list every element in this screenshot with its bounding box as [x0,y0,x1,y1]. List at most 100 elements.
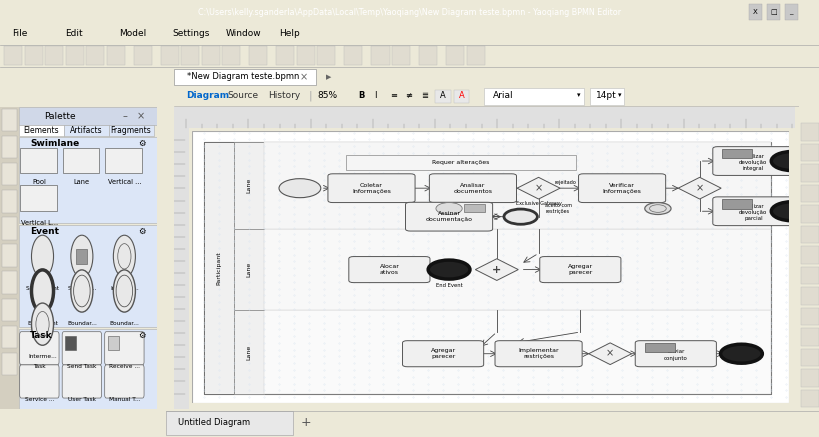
Polygon shape [517,177,559,199]
FancyBboxPatch shape [174,128,189,409]
Circle shape [278,179,320,198]
FancyBboxPatch shape [317,46,335,66]
Polygon shape [588,343,631,364]
Text: +: + [301,416,311,429]
Text: Arial: Arial [492,91,513,100]
Text: Task: Task [33,364,46,369]
Text: Analisar
documentos: Analisar documentos [453,183,492,194]
Text: Vertical L...: Vertical L... [20,220,58,226]
Text: End Event: End Event [435,283,462,288]
Text: End Event: End Event [28,321,57,326]
Text: *New Diagram teste.bpmn: *New Diagram teste.bpmn [187,73,299,81]
FancyBboxPatch shape [201,46,219,66]
Text: ≢: ≢ [405,91,412,100]
FancyBboxPatch shape [348,257,429,283]
FancyBboxPatch shape [105,332,144,365]
FancyBboxPatch shape [799,349,818,366]
FancyBboxPatch shape [66,46,84,66]
Text: Boundar...: Boundar... [109,321,139,326]
FancyBboxPatch shape [578,174,665,203]
FancyBboxPatch shape [419,46,437,66]
FancyBboxPatch shape [161,46,179,66]
Text: ×: × [695,183,703,193]
FancyBboxPatch shape [405,202,492,231]
Text: Swimlane: Swimlane [29,139,79,148]
FancyBboxPatch shape [192,131,788,402]
Text: Vertical ...: Vertical ... [107,180,141,185]
FancyBboxPatch shape [106,148,142,173]
FancyBboxPatch shape [2,136,17,158]
FancyBboxPatch shape [249,46,267,66]
FancyBboxPatch shape [799,308,818,325]
FancyBboxPatch shape [264,142,771,229]
Text: Lane: Lane [74,180,90,185]
Text: Diagram: Diagram [186,91,229,100]
FancyBboxPatch shape [799,123,818,141]
Text: realizar
devolução
parcial: realizar devolução parcial [738,204,767,221]
Text: Elements: Elements [24,126,59,135]
FancyBboxPatch shape [2,326,17,348]
FancyBboxPatch shape [346,155,575,170]
Text: Implementar
restrições: Implementar restrições [518,348,559,359]
FancyBboxPatch shape [2,163,17,185]
FancyBboxPatch shape [2,353,17,375]
Text: Manual T...: Manual T... [108,397,140,402]
FancyBboxPatch shape [799,205,818,222]
FancyBboxPatch shape [234,142,264,229]
FancyBboxPatch shape [371,46,389,66]
Circle shape [113,270,135,312]
Text: Start Event: Start Event [26,287,59,291]
FancyBboxPatch shape [2,271,17,294]
FancyBboxPatch shape [76,249,88,264]
FancyBboxPatch shape [66,336,76,350]
Text: ▾: ▾ [577,93,580,98]
FancyBboxPatch shape [435,90,450,103]
FancyBboxPatch shape [799,369,818,387]
Text: aceito com
restrições: aceito com restrições [544,203,571,214]
FancyBboxPatch shape [25,46,43,66]
FancyBboxPatch shape [4,46,22,66]
FancyBboxPatch shape [20,148,57,173]
Text: ⚙: ⚙ [138,331,146,340]
FancyBboxPatch shape [799,164,818,181]
Text: Enviar
conjunto: Enviar conjunto [663,350,687,361]
FancyBboxPatch shape [133,46,152,66]
Text: Interme...: Interme... [28,354,57,359]
FancyBboxPatch shape [19,107,157,125]
FancyBboxPatch shape [2,190,17,213]
FancyBboxPatch shape [45,46,63,66]
Circle shape [31,303,53,345]
Text: Event: Event [29,227,59,236]
FancyBboxPatch shape [748,3,761,21]
Text: Help: Help [278,29,299,38]
Text: +: + [491,264,500,274]
FancyBboxPatch shape [799,246,818,264]
Text: Receive ...: Receive ... [109,364,140,369]
Text: –: – [123,111,128,121]
Text: C:\Users\kelly.sganderla\AppData\Local\Temp\Yaoqiang\New Diagram teste.bpmn - Ya: C:\Users\kelly.sganderla\AppData\Local\T… [198,7,621,17]
Text: Service ...: Service ... [25,397,54,402]
FancyBboxPatch shape [429,174,516,203]
Text: ×: × [137,111,145,121]
Circle shape [644,203,670,215]
FancyBboxPatch shape [181,46,199,66]
FancyBboxPatch shape [453,90,468,103]
Text: Lane: Lane [247,262,251,277]
FancyBboxPatch shape [799,225,818,243]
Text: ▶: ▶ [325,74,331,80]
FancyBboxPatch shape [722,199,751,208]
Text: 85%: 85% [317,91,337,100]
FancyBboxPatch shape [62,332,102,365]
Text: ≡: ≡ [389,91,396,100]
Text: □: □ [769,9,776,15]
FancyBboxPatch shape [799,390,818,407]
FancyBboxPatch shape [165,412,292,435]
FancyBboxPatch shape [799,267,818,284]
Text: Interme...: Interme... [110,287,138,291]
Text: B: B [358,91,364,100]
Text: _: _ [789,9,792,15]
FancyBboxPatch shape [784,3,797,21]
FancyBboxPatch shape [2,217,17,240]
Text: ▾: ▾ [618,93,621,98]
FancyBboxPatch shape [19,225,157,327]
